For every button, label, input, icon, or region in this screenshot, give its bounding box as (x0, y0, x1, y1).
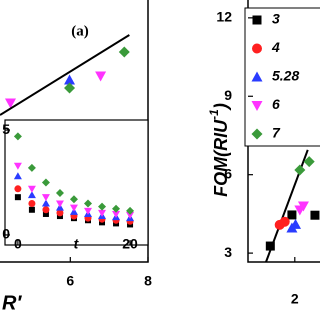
x-tick-label: 0 (14, 236, 22, 252)
marker (28, 206, 35, 213)
marker (310, 210, 320, 220)
marker (112, 210, 121, 218)
marker (83, 207, 92, 215)
marker (294, 164, 306, 176)
legend-marker (251, 71, 263, 82)
marker (41, 178, 50, 187)
marker (98, 202, 107, 211)
y-label-close: ) (211, 103, 231, 111)
inset-frame (4, 119, 149, 246)
legend-marker (251, 128, 263, 140)
legend-label: 5.28 (272, 68, 299, 84)
y-tick-label: 9 (224, 87, 232, 103)
x-tick-label: 6 (66, 273, 74, 289)
marker (297, 201, 309, 212)
marker (13, 172, 22, 180)
marker (13, 162, 22, 170)
legend-label: 6 (272, 96, 280, 112)
marker (287, 210, 297, 220)
marker (42, 206, 50, 214)
marker (95, 71, 107, 82)
legend-marker (252, 43, 262, 54)
y-tick-label: 5 (2, 121, 10, 137)
marker (27, 191, 36, 199)
y-label-text: FOM(RIU (211, 119, 231, 197)
panel-label: (a) (71, 23, 89, 39)
marker (265, 241, 275, 251)
marker (28, 199, 36, 207)
legend-label: 4 (271, 39, 280, 55)
marker (118, 46, 130, 58)
y-label-sup: -1 (207, 109, 221, 120)
y-tick-label: 12 (216, 9, 232, 25)
x-tick-label: 20 (122, 236, 138, 252)
marker (64, 82, 76, 94)
inset-x-label: t (74, 236, 80, 252)
y-tick-label: 3 (224, 244, 232, 260)
legend-label: 7 (272, 125, 281, 141)
marker (13, 132, 22, 141)
y-axis-label: FOM(RIU-1) (207, 103, 231, 197)
marker (27, 185, 36, 193)
marker (69, 204, 78, 212)
marker (14, 185, 22, 193)
marker (279, 216, 290, 227)
marker (14, 194, 21, 201)
x-tick-label: 2 (291, 291, 299, 307)
marker (126, 206, 135, 215)
marker (290, 218, 302, 229)
marker (303, 156, 315, 168)
y-tick-label: 6 (224, 165, 232, 181)
marker (41, 199, 50, 207)
legend-marker (251, 101, 263, 111)
marker (64, 74, 76, 85)
marker (27, 163, 36, 172)
marker (55, 200, 64, 208)
marker (69, 195, 78, 204)
legend-marker (252, 15, 262, 25)
marker (112, 204, 121, 213)
fit-line (0, 34, 130, 116)
marker (55, 188, 64, 197)
legend-label: 3 (272, 11, 280, 27)
y-tick-label: 0 (2, 226, 10, 242)
marker (4, 98, 16, 109)
marker (83, 199, 92, 208)
marker (126, 212, 135, 220)
x-tick-label: 8 (144, 273, 152, 289)
marker (42, 210, 49, 217)
marker (98, 209, 107, 217)
marker (41, 194, 50, 202)
x-axis-label: R′ (2, 292, 22, 314)
marker (56, 209, 64, 217)
